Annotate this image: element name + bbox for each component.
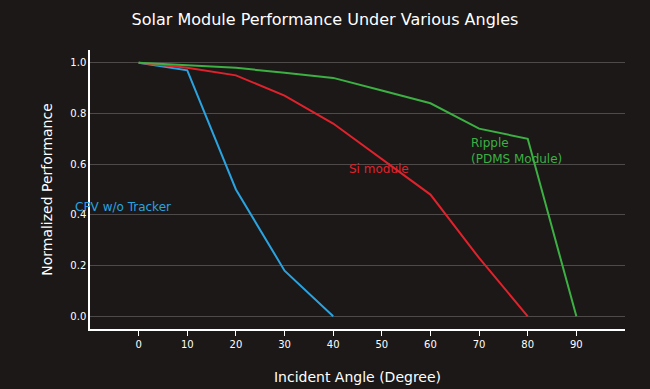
svg-text:0.6: 0.6: [70, 159, 86, 170]
svg-text:Solar Module Performance Under: Solar Module Performance Under Various A…: [132, 10, 519, 29]
svg-text:Incident Angle (Degree): Incident Angle (Degree): [274, 369, 441, 385]
svg-text:30: 30: [278, 339, 291, 350]
svg-text:Si module: Si module: [349, 162, 409, 176]
svg-text:0.2: 0.2: [70, 260, 86, 271]
svg-text:CPV w/o Tracker: CPV w/o Tracker: [75, 200, 171, 214]
svg-text:1.0: 1.0: [70, 57, 86, 68]
svg-text:0: 0: [135, 339, 141, 350]
svg-text:Normalized Performance: Normalized Performance: [39, 103, 55, 276]
svg-text:50: 50: [375, 339, 388, 350]
svg-text:40: 40: [327, 339, 340, 350]
svg-text:10: 10: [181, 339, 194, 350]
svg-text:90: 90: [570, 339, 583, 350]
svg-text:80: 80: [521, 339, 534, 350]
svg-text:0.0: 0.0: [70, 311, 86, 322]
svg-text:0.4: 0.4: [70, 209, 86, 220]
svg-text:60: 60: [424, 339, 437, 350]
svg-text:70: 70: [473, 339, 486, 350]
svg-text:0.8: 0.8: [70, 108, 86, 119]
svg-text:20: 20: [230, 339, 243, 350]
svg-text:Ripple(PDMS Module): Ripple(PDMS Module): [471, 136, 562, 166]
